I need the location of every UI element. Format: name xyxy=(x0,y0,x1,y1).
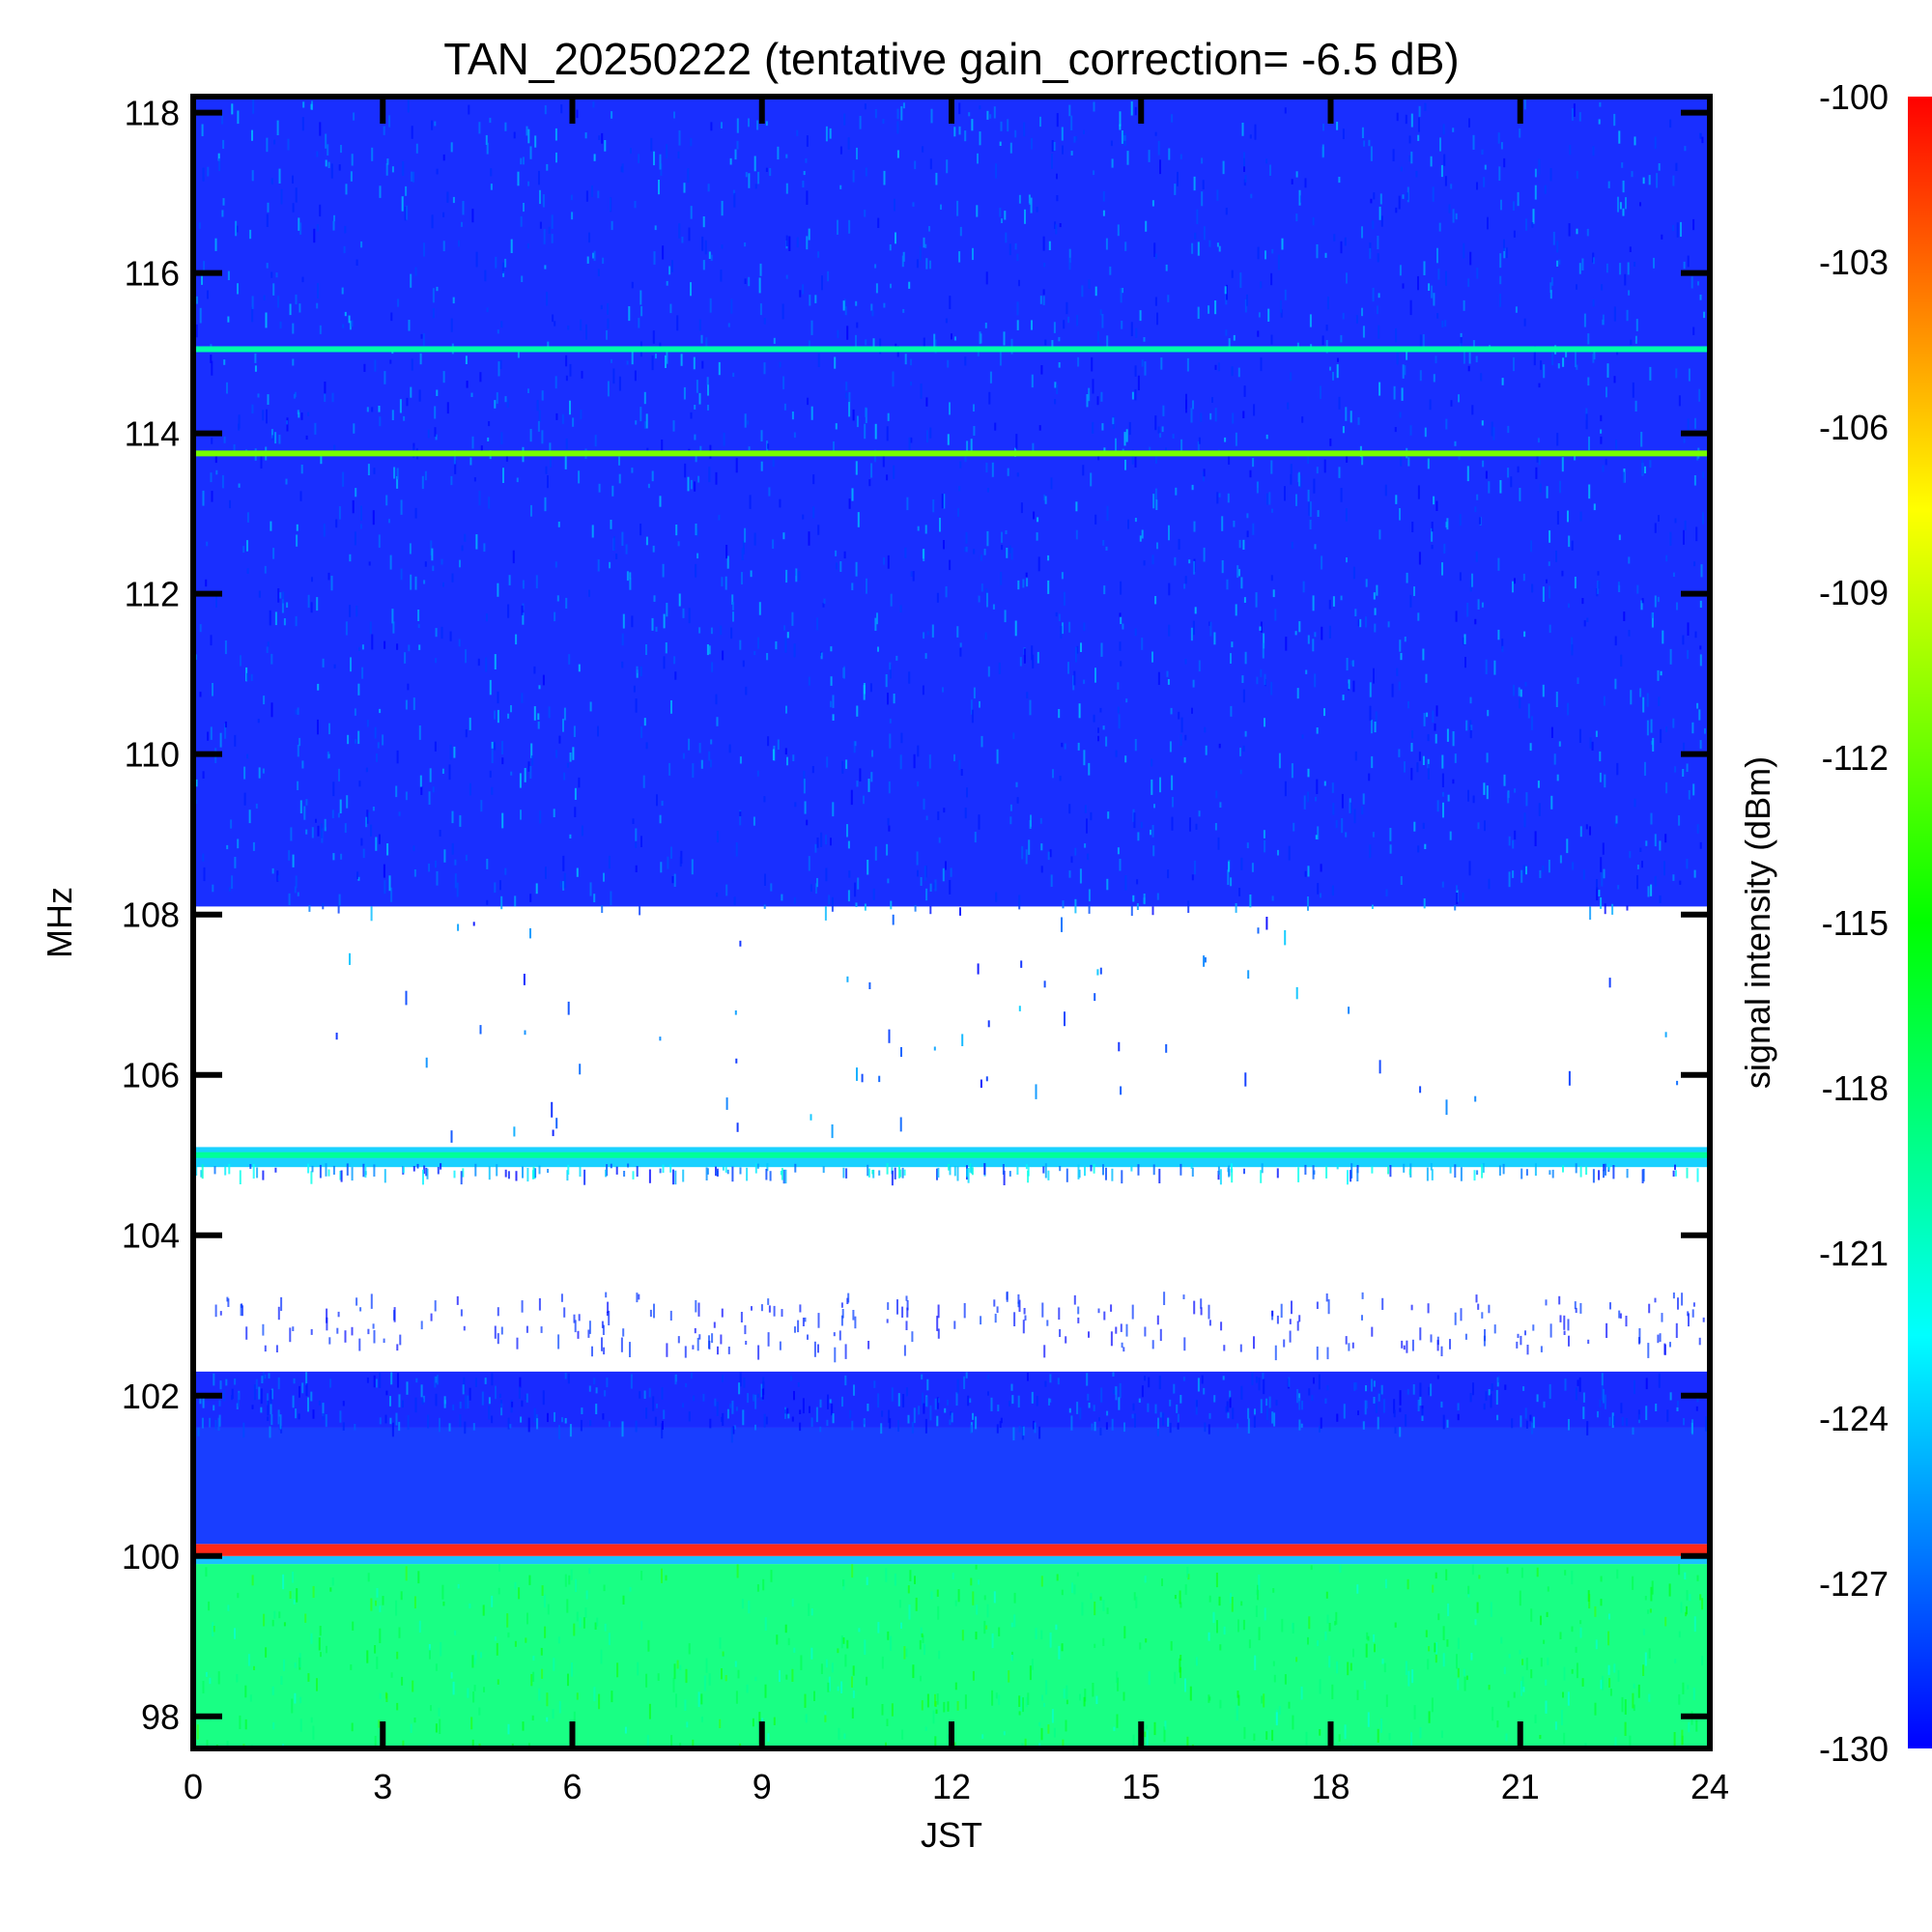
colorbar-tick-label: -109 xyxy=(1819,573,1889,612)
y-axis-label: MHz xyxy=(40,887,79,958)
x-tick-label: 18 xyxy=(1311,1767,1350,1806)
x-tick-label: 0 xyxy=(184,1767,203,1806)
chart-title: TAN_20250222 (tentative gain_correction=… xyxy=(443,34,1459,84)
y-tick-label: 100 xyxy=(122,1537,180,1577)
y-tick-label: 110 xyxy=(125,735,180,775)
y-tick-label: 116 xyxy=(125,254,180,294)
x-tick-label: 12 xyxy=(932,1767,971,1806)
heatmap-band-1 xyxy=(193,1555,1710,1565)
y-tick-label: 118 xyxy=(125,94,180,133)
colorbar-tick-label: -112 xyxy=(1822,738,1889,778)
colorbar-tick-label: -103 xyxy=(1819,242,1889,282)
colorbar-label: signal intensity (dBm) xyxy=(1738,756,1777,1089)
heatmap-speckle xyxy=(193,98,1710,1748)
colorbar-tick-label: -106 xyxy=(1819,408,1889,447)
colorbar-tick-label: -100 xyxy=(1819,77,1889,117)
colorbar-tick-label: -130 xyxy=(1819,1729,1889,1769)
x-tick-label: 15 xyxy=(1122,1767,1160,1806)
x-tick-label: 21 xyxy=(1501,1767,1540,1806)
x-tick-label: 6 xyxy=(562,1767,582,1806)
carrier-line-1 xyxy=(193,450,1710,457)
x-tick-label: 9 xyxy=(753,1767,772,1806)
heatmap-band-0 xyxy=(193,1564,1710,1748)
colorbar xyxy=(1908,97,1932,1748)
heatmap-band-3 xyxy=(193,1427,1710,1545)
y-tick-label: 114 xyxy=(125,414,180,454)
colorbar-tick-label: -121 xyxy=(1819,1234,1889,1273)
colorbar-tick-label: -127 xyxy=(1819,1564,1889,1604)
y-axis: 98 100 102 104 106 108 110 112 114 116 118 xyxy=(122,94,1710,1737)
y-tick-label: 108 xyxy=(122,895,180,935)
colorbar-tick-label: -118 xyxy=(1822,1068,1889,1108)
y-tick-label: 98 xyxy=(141,1697,180,1737)
y-tick-label: 112 xyxy=(125,575,180,614)
heatmap-band-6 xyxy=(193,97,1710,907)
x-tick-label: 24 xyxy=(1690,1767,1729,1806)
colorbar-axis: -100 -103 -106 -109 -112 -115 -118 -121 -124 -127… xyxy=(1819,77,1889,1769)
x-tick-label: 3 xyxy=(373,1767,392,1806)
heatmap-band-2 xyxy=(193,1544,1710,1556)
y-tick-label: 102 xyxy=(122,1377,180,1416)
colorbar-tick-label: -115 xyxy=(1822,903,1889,943)
x-axis-label: JST xyxy=(921,1815,982,1855)
x-axis: 0 3 6 9 12 15 18 21 24 xyxy=(184,97,1729,1806)
carrier-line-0 xyxy=(193,1151,1710,1158)
y-tick-label: 104 xyxy=(122,1216,180,1256)
colorbar-tick-label: -124 xyxy=(1819,1399,1889,1438)
carrier-line-2 xyxy=(193,346,1710,353)
heatmap-layer xyxy=(193,97,1710,1748)
y-tick-label: 106 xyxy=(122,1056,180,1095)
